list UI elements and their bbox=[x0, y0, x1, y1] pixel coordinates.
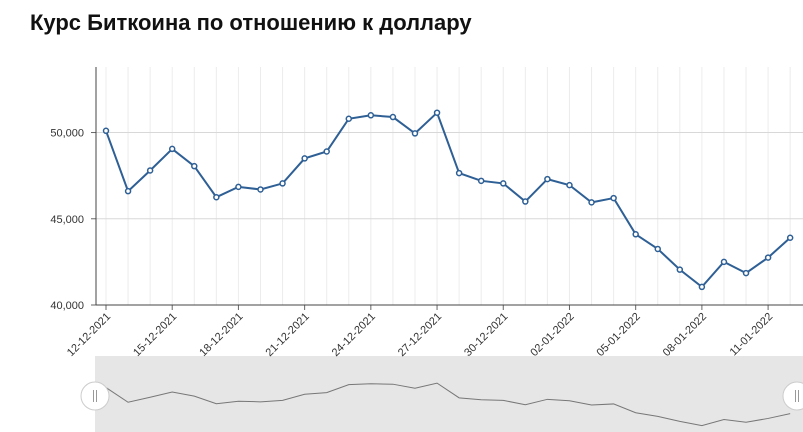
navigator-handle bbox=[80, 381, 110, 411]
data-point bbox=[367, 112, 375, 119]
series-line bbox=[105, 110, 791, 289]
data-point bbox=[654, 245, 661, 253]
data-point bbox=[345, 115, 353, 122]
data-point bbox=[500, 180, 507, 187]
data-point bbox=[566, 181, 573, 189]
data-point bbox=[477, 177, 485, 185]
data-point bbox=[124, 187, 132, 195]
navigator-line bbox=[105, 382, 791, 427]
navigator bbox=[95, 356, 803, 432]
y-tick-label: 50,000 bbox=[50, 128, 84, 140]
x-tick-label: 18-12-2021 bbox=[197, 311, 245, 359]
data-point bbox=[433, 109, 441, 116]
data-point bbox=[213, 193, 220, 201]
data-point bbox=[786, 234, 794, 241]
data-point bbox=[588, 199, 595, 206]
navigator-handle bbox=[782, 381, 803, 411]
navigator-background bbox=[95, 356, 803, 432]
x-tick-label: 21-12-2021 bbox=[264, 311, 312, 359]
x-tick-label: 02-01-2022 bbox=[528, 311, 576, 359]
data-point bbox=[102, 127, 110, 135]
data-point bbox=[301, 155, 308, 162]
data-point bbox=[522, 198, 529, 205]
chart-title: Курс Биткоина по отношению к доллару bbox=[30, 10, 472, 35]
data-point bbox=[191, 162, 198, 170]
x-tick-label: 27-12-2021 bbox=[396, 311, 444, 359]
data-point bbox=[235, 183, 242, 191]
x-tick-label: 12-12-2021 bbox=[65, 311, 113, 359]
data-point bbox=[455, 169, 463, 177]
y-tick-label: 45,000 bbox=[50, 214, 84, 226]
data-point bbox=[411, 130, 419, 137]
x-tick-label: 08-01-2022 bbox=[661, 311, 709, 359]
y-tick-label: 40,000 bbox=[50, 300, 84, 312]
data-point bbox=[632, 231, 639, 238]
data-point bbox=[676, 266, 684, 273]
x-tick-label: 05-01-2022 bbox=[595, 311, 643, 359]
x-tick-label: 24-12-2021 bbox=[330, 311, 378, 359]
data-point bbox=[389, 113, 397, 121]
data-point bbox=[323, 148, 330, 155]
x-tick-label: 30-12-2021 bbox=[462, 311, 510, 359]
data-point bbox=[698, 283, 706, 291]
x-tick-label: 15-12-2021 bbox=[131, 311, 179, 359]
x-tick-label: 11-01-2022 bbox=[728, 311, 776, 359]
data-point bbox=[610, 194, 617, 202]
data-point bbox=[146, 167, 154, 174]
data-point bbox=[544, 175, 551, 183]
data-point bbox=[764, 254, 772, 261]
data-point bbox=[720, 258, 728, 266]
data-point bbox=[279, 180, 286, 187]
data-point bbox=[168, 145, 176, 153]
data-point bbox=[257, 186, 264, 193]
data-point bbox=[742, 269, 750, 277]
